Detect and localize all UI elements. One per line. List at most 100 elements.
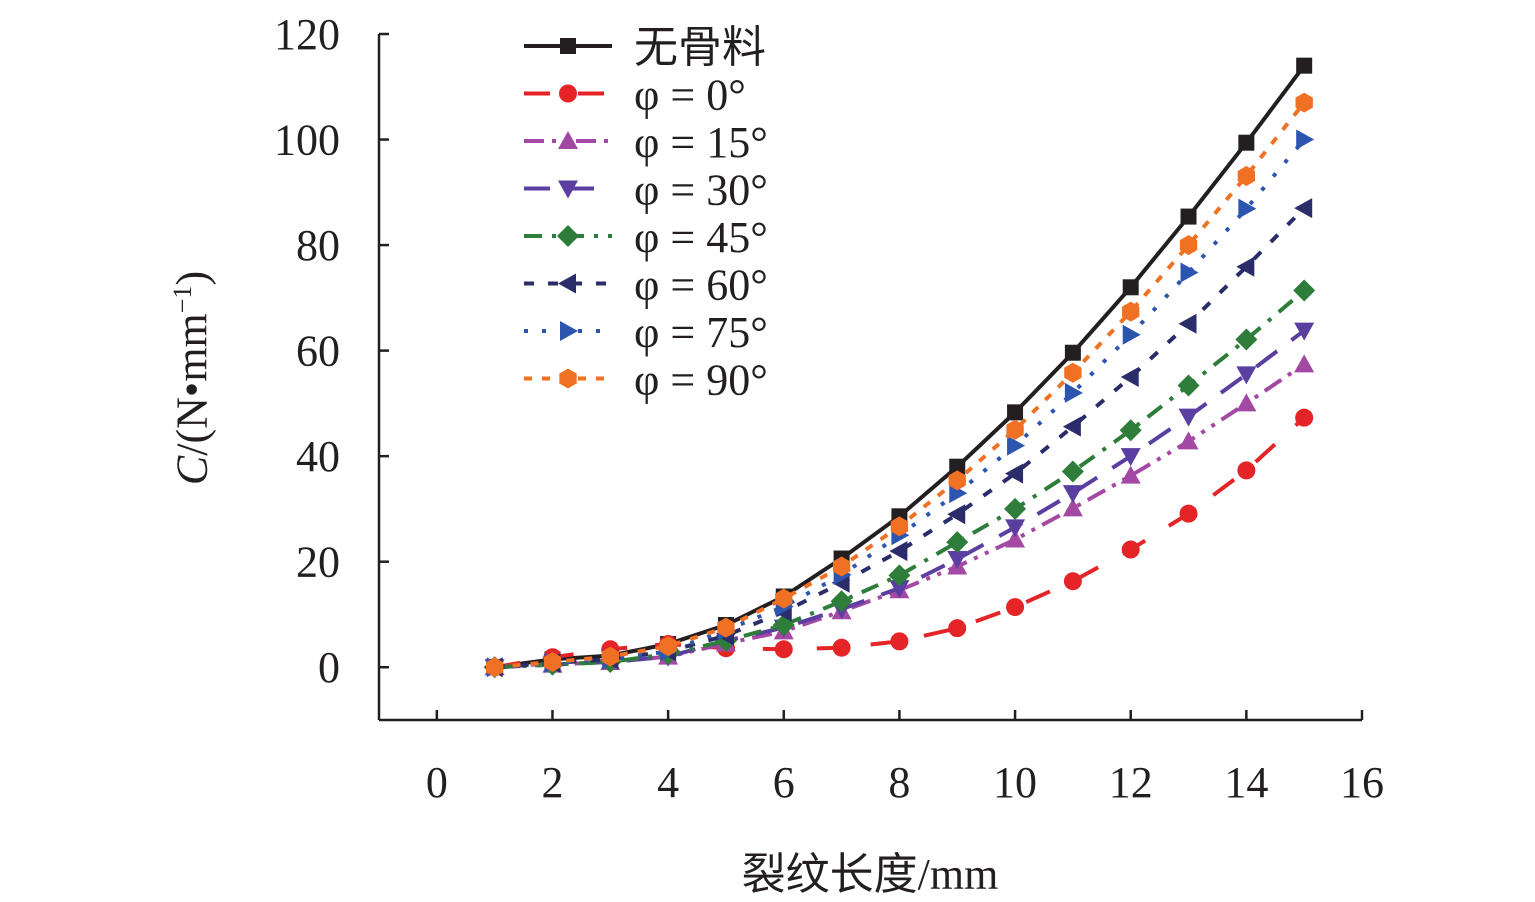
data-point [1062, 485, 1083, 504]
data-point [1005, 519, 1026, 538]
data-point [1120, 465, 1141, 484]
data-point [1237, 165, 1256, 186]
legend-marker [557, 225, 579, 247]
data-point [1005, 463, 1024, 484]
data-point [1294, 354, 1315, 373]
data-point [1007, 404, 1024, 421]
data-point [775, 588, 793, 609]
legend-marker [560, 38, 576, 54]
data-point [1179, 504, 1198, 523]
legend-label: 无骨料 [634, 23, 766, 72]
data-point [1294, 198, 1313, 219]
data-point [890, 516, 909, 537]
series-line [494, 288, 1306, 670]
y-tick-label: 80 [296, 221, 340, 270]
legend-item: φ = 75° [524, 308, 768, 357]
data-point [1296, 57, 1313, 74]
data-point [1062, 416, 1081, 437]
x-tick-label: 8 [888, 758, 910, 807]
data-point [1236, 256, 1255, 277]
data-point [1236, 393, 1257, 412]
data-point [948, 619, 967, 638]
legend-label: φ = 60° [634, 261, 768, 310]
data-point [1120, 448, 1141, 467]
data-point [1235, 328, 1258, 351]
legend-marker [559, 84, 577, 103]
data-point [888, 564, 911, 587]
legend-label: φ = 30° [634, 166, 768, 215]
data-point [946, 531, 969, 554]
data-point [889, 580, 910, 599]
data-point [948, 470, 966, 491]
data-point [1180, 262, 1199, 283]
data-point [1179, 235, 1198, 256]
x-tick-label: 16 [1340, 758, 1384, 807]
data-point [1119, 419, 1142, 442]
data-point [1238, 134, 1255, 151]
x-tick-label: 12 [1109, 758, 1153, 807]
legend-label: φ = 0° [634, 71, 746, 120]
legend-item: φ = 90° [524, 356, 768, 405]
data-point [1180, 208, 1197, 225]
x-tick-label: 6 [773, 758, 795, 807]
x-tick-label: 0 [426, 758, 448, 807]
data-point [1120, 367, 1139, 387]
legend-item: 无骨料 [524, 23, 766, 72]
data-point [1004, 497, 1027, 520]
y-label-unit: /(N•mm [167, 313, 217, 456]
legend-marker [558, 131, 578, 149]
legend-item: φ = 30° [524, 166, 768, 215]
legend-label: φ = 90° [634, 356, 768, 405]
data-point [1122, 324, 1141, 345]
data-point [1061, 460, 1084, 483]
data-point [601, 646, 619, 667]
y-tick-label: 20 [296, 538, 340, 587]
data-point [543, 651, 562, 672]
legend-marker [560, 321, 578, 341]
data-point [1178, 408, 1199, 427]
data-point [832, 556, 851, 577]
data-point [1064, 382, 1083, 403]
y-tick-label: 40 [296, 432, 340, 481]
data-point [1178, 313, 1197, 334]
legend-item: φ = 60° [524, 261, 768, 310]
data-point [889, 541, 908, 562]
legend-item: φ = 15° [524, 118, 768, 167]
data-point [1295, 408, 1314, 427]
data-point [830, 590, 853, 613]
data-point [1294, 322, 1315, 341]
data-point [947, 551, 968, 570]
legend-item: φ = 45° [524, 213, 768, 262]
data-point [949, 458, 966, 475]
y-label-close: ) [167, 270, 217, 286]
y-label-var: C [167, 455, 217, 486]
data-point [1007, 435, 1026, 456]
data-point [1295, 92, 1313, 113]
data-point [1121, 540, 1140, 559]
data-point [1177, 374, 1200, 397]
y-tick-label: 60 [296, 327, 340, 376]
data-point [832, 638, 851, 657]
legend-item: φ = 0° [524, 71, 746, 120]
legend-marker [558, 180, 578, 199]
data-point [774, 640, 793, 659]
data-point [1064, 344, 1081, 361]
data-point [1064, 362, 1082, 383]
legend-label: φ = 75° [634, 308, 768, 357]
y-tick-label: 120 [274, 10, 340, 59]
x-tick-label: 2 [541, 758, 563, 807]
data-point [485, 657, 504, 678]
data-point [1122, 279, 1139, 296]
legend-label: φ = 45° [634, 213, 768, 262]
data-point [1122, 301, 1140, 322]
data-point [1238, 198, 1257, 219]
data-point [1293, 279, 1316, 302]
data-point [717, 617, 735, 638]
data-point [1006, 598, 1025, 617]
data-point [659, 636, 677, 657]
data-point [1178, 431, 1199, 450]
series-4 [483, 279, 1316, 679]
y-tick-label: 100 [274, 116, 340, 165]
